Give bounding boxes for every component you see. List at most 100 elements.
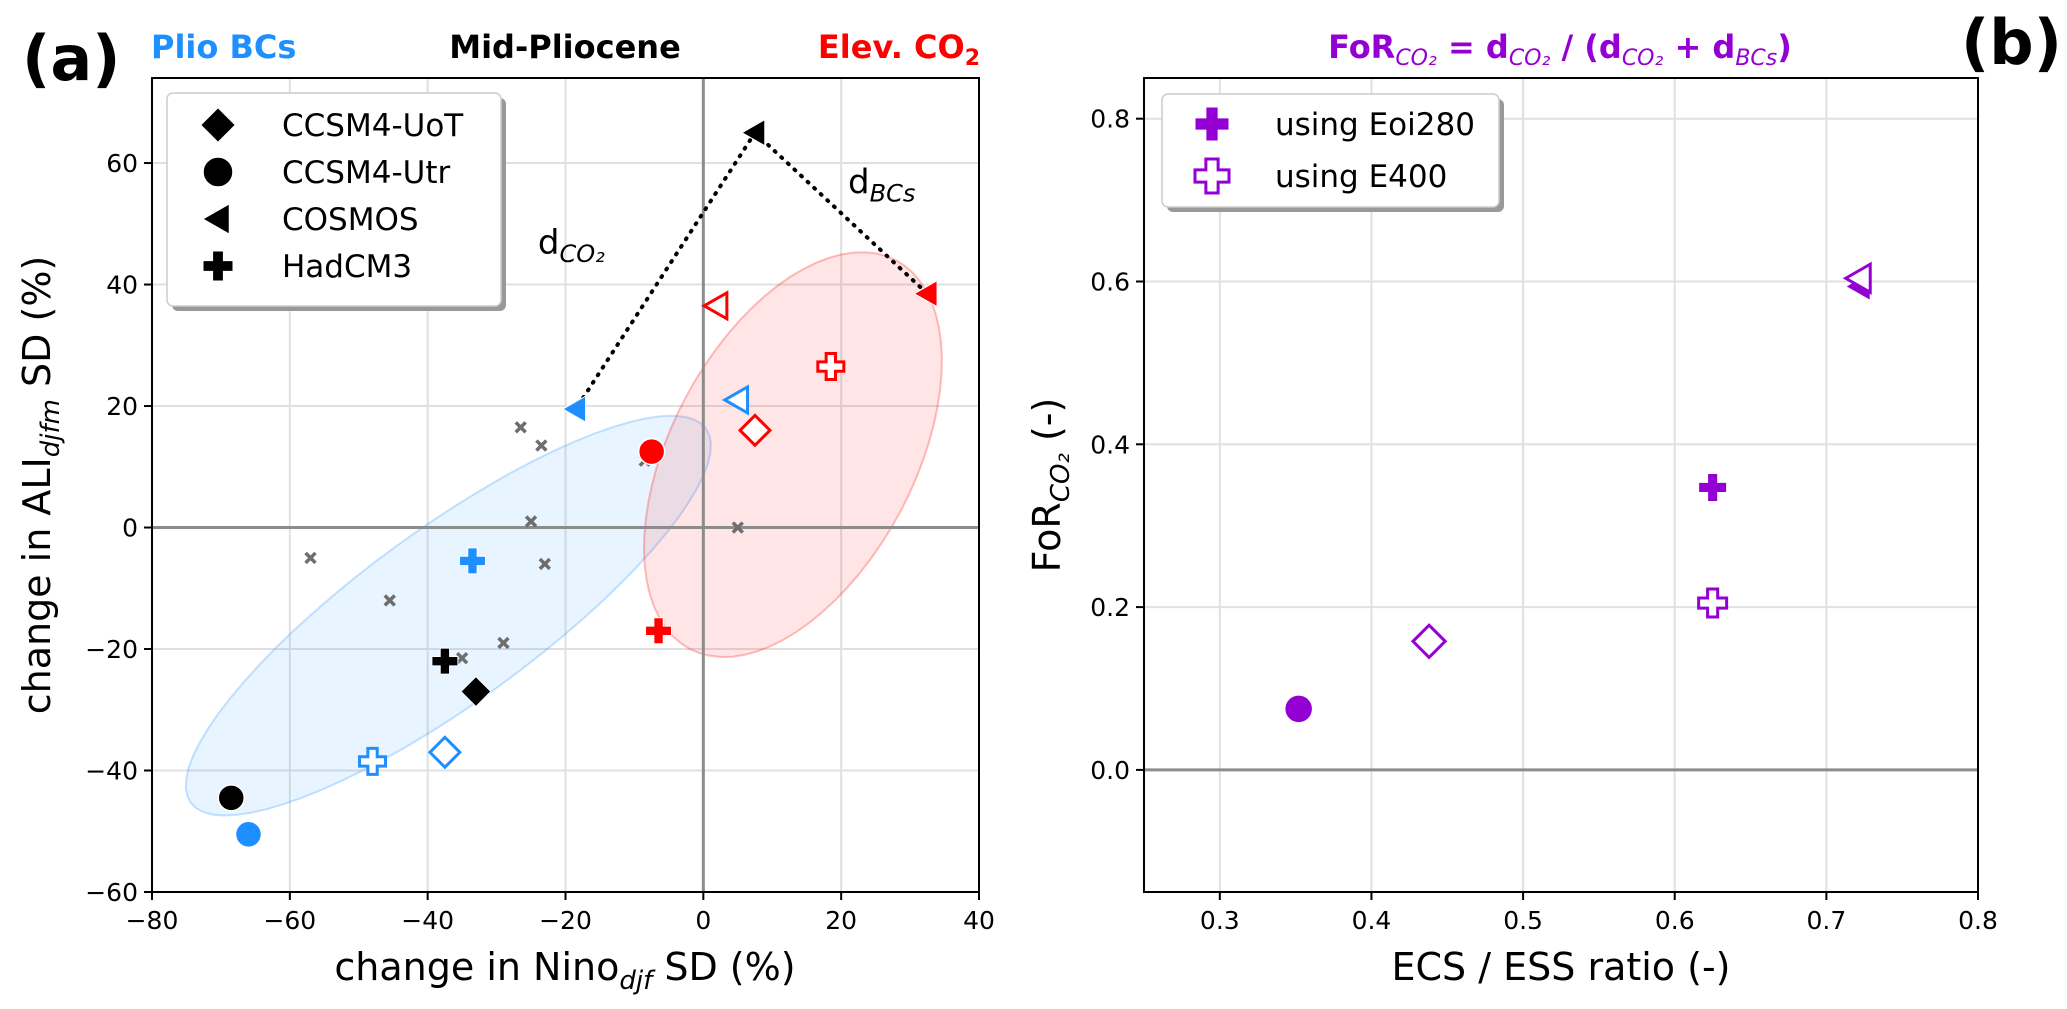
panel-a-label: (a)	[22, 22, 121, 95]
title-for: FoR	[1328, 28, 1395, 66]
data-point-cosmos	[561, 395, 587, 423]
data-point-ccsm4-utr	[234, 820, 263, 849]
y-tick-label: −40	[85, 757, 138, 786]
panel-b-axes-frame	[1143, 77, 1979, 893]
data-point-cosmos	[741, 118, 766, 147]
panel-b-label: (b)	[1961, 6, 2062, 79]
legend-items: CCSM4-UoT CCSM4-Utr COSMOS HadCM3	[200, 107, 464, 285]
data-point-hadcm3	[458, 547, 486, 575]
title-plus: + d	[1663, 28, 1735, 66]
legend-marker-diamond	[200, 107, 236, 143]
panel-b-title: FoRCO₂ = dCO₂ / (dCO₂ + dBCs)	[1328, 28, 1792, 71]
x-tick-label: 0.3	[1200, 906, 1240, 935]
title-sub-3: CO₂	[1622, 46, 1664, 71]
legend-box	[166, 92, 502, 307]
d-bcs-line	[753, 130, 930, 296]
spread-ellipse	[642, 251, 943, 659]
d-bcs-label: dBCs	[848, 162, 915, 207]
panel-a-ylabel: change in ALIdjfm SD (%)	[15, 256, 66, 715]
x-tick-label: −60	[263, 906, 316, 935]
panel-b-xlabel: ECS / ESS ratio (-)	[1391, 945, 1730, 989]
header-elev-co2-main: Elev. CO	[818, 28, 965, 66]
y-tick-label: 60	[106, 149, 138, 178]
header-plio-bcs: Plio BCs	[151, 28, 296, 66]
panel-a-zero-lines	[152, 78, 979, 892]
legend-label: using E400	[1275, 159, 1447, 195]
data-point-cosmos	[701, 290, 729, 322]
title-close: )	[1777, 28, 1792, 66]
legend-label: CCSM4-Utr	[282, 155, 450, 191]
data-point-ccsm4-uot	[460, 675, 492, 708]
legend-marker-triangle-left	[201, 203, 230, 235]
other-model-point	[304, 551, 317, 565]
panel-b-ylabel-suffix: (-)	[1025, 398, 1069, 453]
y-tick-label: 0.8	[1090, 105, 1130, 134]
other-model-point	[514, 421, 527, 434]
y-tick-label: 0.0	[1090, 756, 1130, 785]
data-point-cosmos	[1842, 261, 1872, 295]
data-point-hadcm3	[816, 352, 846, 382]
panel-b-ticks: 0.3 0.4 0.5 0.6 0.7 0.8 0.0 0.2 0.4 0.6 0.8	[1090, 105, 1998, 935]
legend-box	[1161, 93, 1500, 208]
y-tick-label: 0	[122, 514, 138, 543]
data-point-ccsm4-utr	[217, 784, 246, 812]
x-tick-label: 0.6	[1655, 906, 1695, 935]
y-tick-label: −60	[85, 878, 138, 907]
x-tick-label: 0.8	[1958, 906, 1998, 935]
legend-marker-open-plus	[1193, 157, 1231, 195]
panel-a-legend: CCSM4-UoT CCSM4-Utr COSMOS HadCM3	[166, 92, 506, 311]
title-sub-1: CO₂	[1395, 46, 1437, 71]
title-sub-2: CO₂	[1509, 46, 1551, 71]
spread-ellipse	[184, 414, 712, 817]
legend-label: COSMOS	[282, 202, 419, 238]
panel-a-ylabel-suffix: SD (%)	[15, 256, 59, 399]
x-tick-label: −20	[539, 906, 592, 935]
panel-a: (a) Plio BCs Mid-Pliocene Elev. CO2 dCO₂…	[15, 22, 995, 996]
panel-a-annotations: dCO₂ dBCs	[538, 130, 930, 412]
title-eq: = d	[1437, 28, 1509, 66]
x-tick-label: −80	[126, 906, 179, 935]
title-sub-4: BCs	[1735, 46, 1777, 71]
header-mid-pliocene: Mid-Pliocene	[449, 28, 681, 66]
y-tick-label: 40	[106, 271, 138, 300]
other-model-point	[731, 521, 744, 534]
x-tick-label: 20	[825, 906, 857, 935]
x-tick-label: 0.5	[1503, 906, 1543, 935]
legend-marker-filled-plus	[1194, 106, 1230, 142]
panel-a-points	[217, 118, 938, 849]
panel-b-ylabel-sub: CO₂	[1046, 453, 1076, 502]
legend-marker-plus	[202, 250, 234, 282]
other-model-point	[535, 439, 548, 452]
other-model-point	[455, 651, 469, 665]
header-elev-co2: Elev. CO2	[818, 28, 980, 71]
data-point-hadcm3	[431, 647, 459, 675]
y-tick-label: 0.6	[1090, 268, 1130, 297]
legend-marker-circle	[202, 156, 234, 188]
header-elev-co2-sub: 2	[965, 46, 980, 71]
legend-items: using Eoi280 using E400	[1193, 106, 1475, 195]
x-tick-label: 0.7	[1806, 906, 1846, 935]
y-tick-label: 20	[106, 392, 138, 421]
data-point-cosmos	[721, 384, 750, 416]
legend-label: CCSM4-UoT	[282, 108, 464, 144]
panel-b-legend: using Eoi280 using E400	[1161, 93, 1504, 212]
legend-label: HadCM3	[282, 249, 412, 285]
panel-a-xlabel-suffix: SD (%)	[652, 945, 795, 989]
x-tick-label: −40	[401, 906, 454, 935]
panel-a-xlabel-main: change in Nino	[334, 945, 619, 989]
panel-b-ylabel: FoRCO₂ (-)	[1025, 398, 1076, 573]
data-point-hadcm3	[1697, 587, 1729, 619]
other-model-point	[538, 557, 552, 571]
other-model-point	[524, 515, 538, 528]
data-point-cosmos	[913, 279, 938, 308]
d-co2-line	[573, 130, 758, 412]
data-point-ccsm4-uot	[427, 735, 462, 770]
data-point-ccsm4-utr	[1283, 694, 1314, 724]
panel-a-ellipses	[184, 251, 943, 817]
data-point-hadcm3	[1698, 472, 1728, 502]
other-model-point	[497, 636, 510, 650]
d-co2-label: dCO₂	[538, 223, 605, 268]
legend-label: using Eoi280	[1275, 107, 1475, 143]
